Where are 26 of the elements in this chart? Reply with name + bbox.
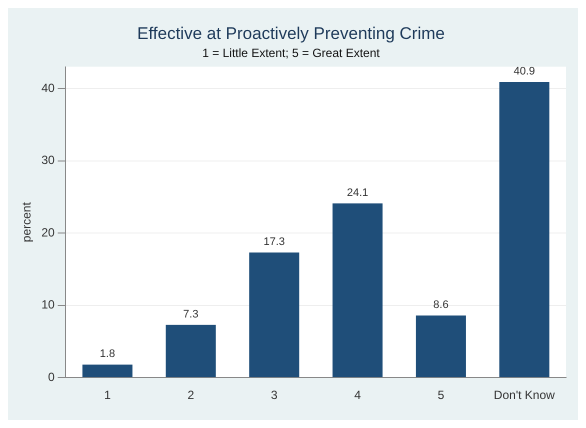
x-tick-label: 4 <box>354 388 362 402</box>
bar <box>82 364 132 378</box>
y-tick-label: 30 <box>41 153 56 168</box>
data-label: 1.8 <box>100 348 116 360</box>
y-axis-title: percent <box>20 202 34 242</box>
x-tick-label: 5 <box>438 388 445 402</box>
x-tick-label: 1 <box>104 388 112 402</box>
bar <box>249 252 300 378</box>
y-tick-label: 20 <box>41 225 56 240</box>
y-tick-label: 40 <box>41 80 56 95</box>
x-tick-label: Don't Know <box>494 388 556 402</box>
chart-subtitle: 1 = Little Extent; 5 = Great Extent <box>202 46 380 60</box>
bar <box>166 324 216 378</box>
x-tick-label: 3 <box>270 388 278 402</box>
bar <box>332 203 383 378</box>
data-label: 24.1 <box>346 186 368 199</box>
data-label: 17.3 <box>263 236 285 248</box>
data-label: 40.9 <box>514 66 536 78</box>
x-tick-label: 2 <box>187 388 194 402</box>
data-label: 8.6 <box>433 298 449 311</box>
y-tick-label: 0 <box>48 370 56 384</box>
chart-title: Effective at Proactively Preventing Crime <box>137 24 445 43</box>
y-tick-label: 10 <box>41 298 56 312</box>
bar <box>499 82 550 378</box>
bar <box>416 315 466 378</box>
data-label: 7.3 <box>183 308 198 320</box>
